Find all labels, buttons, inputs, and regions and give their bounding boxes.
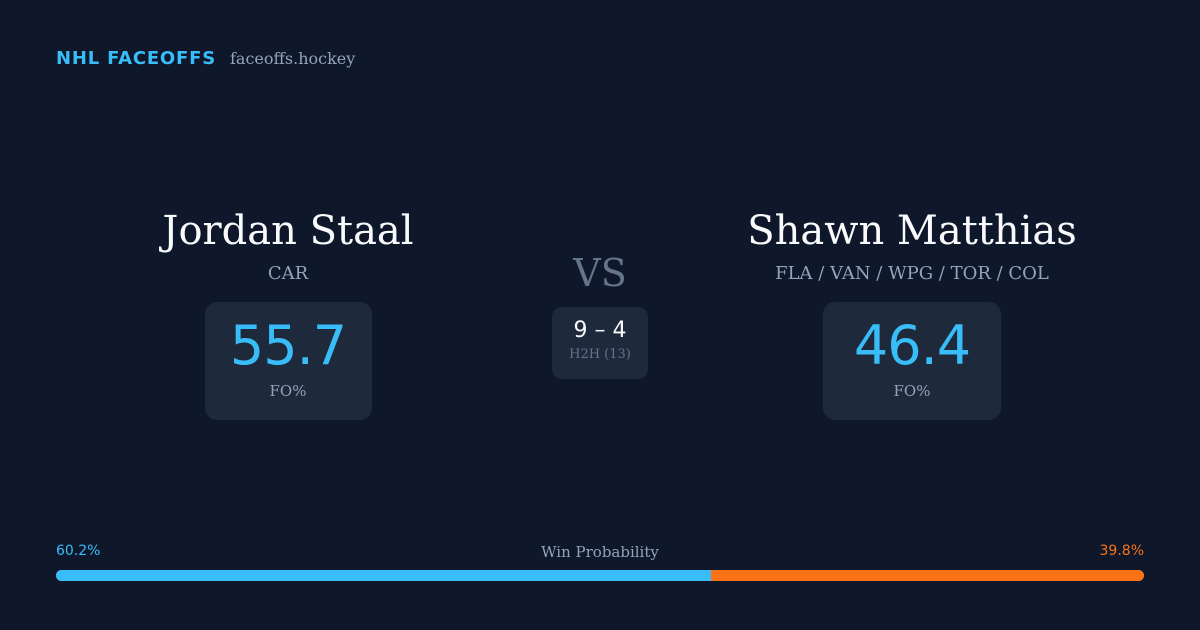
brand-site: faceoffs.hockey: [230, 49, 356, 68]
player-left-team: CAR: [267, 263, 309, 284]
player-right: Shawn Matthias FLA / VAN / WPG / TOR / C…: [702, 206, 1122, 420]
win-probability-fill-right: [710, 570, 1144, 581]
win-probability-bar: [56, 570, 1144, 581]
brand-name: NHL FACEOFFS: [56, 48, 216, 69]
brand-header: NHL FACEOFFS faceoffs.hockey: [56, 48, 355, 69]
player-left-name: Jordan Staal: [162, 208, 414, 254]
player-left-fo-label: FO%: [269, 382, 307, 400]
h2h-score: 9 – 4: [573, 318, 627, 343]
win-probability-fill-left: [56, 570, 711, 581]
player-left-fo-card: 55.7 FO%: [204, 302, 372, 420]
player-right-fo-label: FO%: [893, 382, 931, 400]
player-right-name: Shawn Matthias: [747, 208, 1077, 254]
h2h-label: H2H (13): [569, 347, 631, 362]
player-right-team: FLA / VAN / WPG / TOR / COL: [775, 263, 1049, 284]
h2h-card: 9 – 4 H2H (13): [552, 307, 648, 379]
player-left: Jordan Staal CAR 55.7 FO%: [78, 206, 498, 420]
win-probability-title: Win Probability: [541, 543, 659, 561]
win-probability-labels: 60.2% Win Probability 39.8%: [56, 543, 1144, 563]
player-left-fo-value: 55.7: [229, 314, 347, 377]
player-right-fo-card: 46.4 FO%: [823, 302, 1001, 420]
player-right-fo-value: 46.4: [853, 314, 971, 377]
vs-label: VS: [573, 251, 627, 295]
win-probability-right-label: 39.8%: [1099, 543, 1144, 559]
win-probability-left-label: 60.2%: [56, 543, 101, 559]
